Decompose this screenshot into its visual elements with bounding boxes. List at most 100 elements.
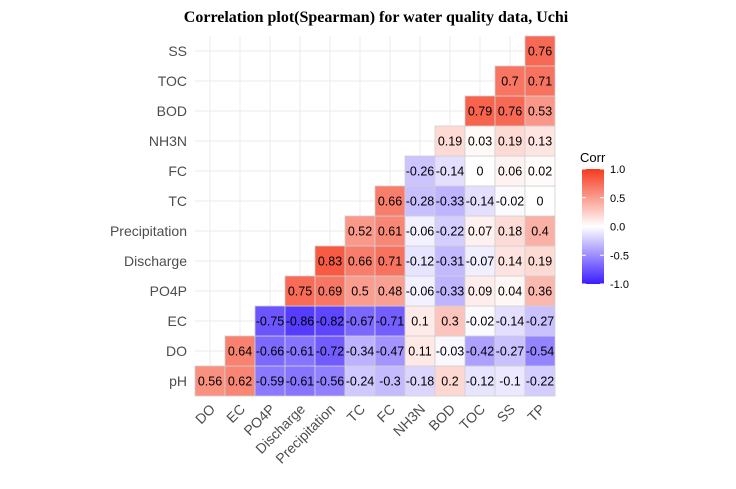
cell-label: -0.18 [406,375,435,389]
color-legend: Corr 1.0 0.5 0.0 -0.5 -1.0 [580,150,629,291]
heatmap-cell [464,305,496,337]
cell-label: 0.4 [531,225,548,239]
heatmap-cell [524,95,556,127]
cell-label: 0.71 [378,255,402,269]
heatmap-cell [464,95,496,127]
x-tick-label: TC [344,401,369,426]
heatmap-cell [524,305,556,337]
heatmap-cell [314,275,346,307]
heatmap-cell [194,365,226,397]
legend-tick-label: -1.0 [610,279,629,291]
heatmap-cell [494,185,526,217]
cell-label: -0.56 [316,375,345,389]
y-tick-label: SS [168,43,187,59]
cell-label: -0.54 [526,345,555,359]
cell-label: 0.2 [441,375,458,389]
heatmap-cell [494,305,526,337]
heatmap-cell [224,365,256,397]
cell-label: -0.28 [406,195,435,209]
cell-label: 0.19 [528,255,552,269]
cell-label: -0.42 [466,345,495,359]
x-tick-label: SS [494,401,519,426]
cell-label: -0.72 [316,345,345,359]
cell-label: 0.66 [348,255,372,269]
heatmap-cell [374,305,406,337]
y-tick-label: BOD [157,103,187,119]
heatmap-cell [524,185,556,217]
legend-colorbar [582,169,604,284]
heatmap-cell [224,335,256,367]
y-tick-label: FC [168,163,187,179]
heatmap-cell [284,275,316,307]
cell-label: 0.5 [351,285,368,299]
heatmap-cell [314,335,346,367]
heatmap-cell [524,365,556,397]
heatmap-cell [344,335,376,367]
heatmap-cell [374,245,406,277]
heatmap-cell [494,335,526,367]
cell-label: 0.53 [528,105,552,119]
cell-label: 0.75 [288,285,312,299]
heatmap-cell [434,185,466,217]
heatmap-cell [254,305,286,337]
cell-label: -0.02 [496,195,525,209]
cell-label: 0.52 [348,225,372,239]
cell-label: 0.06 [498,165,522,179]
legend-tick-label: 1.0 [610,164,625,176]
cell-label: 0.83 [318,255,342,269]
legend-tick-label: 0.0 [610,222,625,234]
cell-label: 0.11 [408,345,431,359]
y-tick-label: Discharge [124,253,187,269]
y-tick-labels: pH DO EC PO4P Discharge Precipitation TC FC NH3N… [110,43,187,389]
cell-label: -0.1 [499,375,521,389]
cell-label: -0.14 [436,165,465,179]
heatmap-cell [524,65,556,97]
y-tick-label: pH [169,373,187,389]
cell-label: 0.1 [411,315,428,329]
heatmap-cell [464,245,496,277]
cell-label: -0.14 [466,195,495,209]
cell-label: 0.7 [501,75,518,89]
heatmap-cell [314,245,346,277]
x-tick-label: DO [192,401,218,427]
cell-label: 0.07 [468,225,492,239]
heatmap-cell [344,275,376,307]
cell-label: 0.64 [228,345,252,359]
heatmap-cell [284,335,316,367]
legend-title: Corr [580,150,606,165]
cell-label: -0.03 [436,345,465,359]
cell-label: 0.18 [498,225,522,239]
x-tick-label: TP [524,401,548,425]
cell-label: 0.09 [468,285,492,299]
heatmap-cell [404,305,436,337]
cell-label: -0.86 [286,315,315,329]
cell-label: -0.3 [379,375,401,389]
cell-label: 0.61 [378,225,402,239]
x-tick-label: TOC [456,401,488,433]
cell-label: -0.27 [496,345,525,359]
y-tick-label: DO [166,343,187,359]
cell-label: -0.61 [286,375,315,389]
heatmap-cells [194,35,556,397]
heatmap-cell [404,335,436,367]
heatmap-cell [404,245,436,277]
cell-label: -0.22 [526,375,555,389]
cell-label: 0.04 [498,285,522,299]
cell-label: -0.34 [346,345,375,359]
heatmap-cell [464,215,496,247]
cell-label: -0.31 [436,255,465,269]
heatmap-cell [464,125,496,157]
cell-label: 0.76 [498,105,522,119]
cell-label: -0.27 [526,315,555,329]
cell-labels: 0.56 0.62 -0.59 -0.61 -0.56 -0.24 -0.3 -0.18 0.2… [198,45,554,389]
y-tick-label: TOC [158,73,187,89]
cell-label: 0.66 [378,195,402,209]
cell-label: -0.24 [346,375,375,389]
cell-label: -0.61 [286,345,315,359]
x-tick-label: FC [374,401,399,426]
cell-label: -0.22 [436,225,465,239]
heatmap-cell [524,245,556,277]
cell-label: -0.75 [256,315,285,329]
